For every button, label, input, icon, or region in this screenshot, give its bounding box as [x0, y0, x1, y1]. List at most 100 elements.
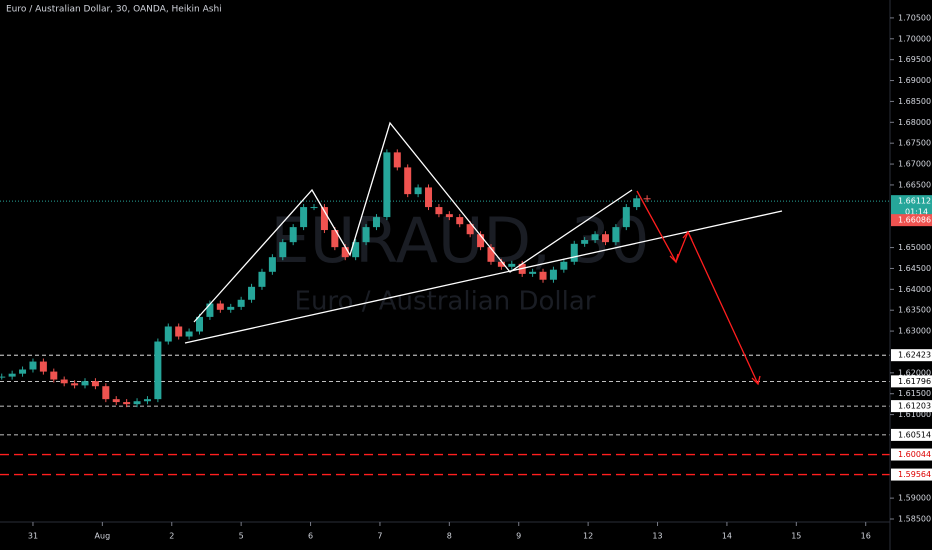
candles: [0, 149, 651, 408]
candle: [320, 207, 328, 231]
x-tick-label: 8: [447, 532, 452, 541]
candle: [279, 242, 287, 258]
candle: [196, 316, 204, 332]
candle: [310, 207, 318, 209]
candle: [477, 234, 485, 248]
price-level-box: [891, 349, 932, 362]
candle: [643, 198, 651, 200]
y-tick-label: 1.62000: [898, 368, 931, 377]
plot-area: [0, 200, 890, 476]
y-tick-label: 1.69500: [898, 55, 931, 64]
candle: [570, 243, 578, 262]
candle: [372, 217, 380, 228]
candle: [352, 242, 360, 258]
y-tick-label: 1.64500: [898, 264, 931, 273]
candle: [237, 299, 245, 307]
candle: [549, 269, 557, 280]
candle: [143, 399, 151, 402]
price-level-label: 1.61796: [898, 377, 931, 386]
candle: [425, 187, 433, 208]
x-tick-label: 15: [791, 532, 801, 541]
candle: [414, 187, 422, 195]
y-tick-label: 1.59000: [898, 494, 931, 503]
candle: [216, 303, 224, 310]
candle: [248, 286, 256, 300]
watermark-subtitle: Euro / Australian Dollar: [295, 287, 596, 317]
candle: [164, 326, 172, 342]
price-level-label: 1.62423: [898, 351, 931, 360]
y-tick-label: 1.70000: [898, 34, 931, 43]
x-tick-label: 14: [722, 532, 732, 541]
y-tick-label: 1.61000: [898, 410, 931, 419]
projection-arrows: [636, 190, 761, 386]
price-level-label: 1.59564: [898, 470, 931, 479]
x-tick-label: 9: [516, 532, 521, 541]
axes: 1.70500 1.70000 1.69500 1.69000 1.68500 1.680…: [28, 13, 932, 541]
candle: [383, 152, 391, 218]
y-tick-label: 1.64000: [898, 285, 931, 294]
candle: [123, 402, 131, 405]
candle: [102, 386, 110, 400]
candle: [154, 341, 162, 400]
x-tick-label: 2: [169, 532, 174, 541]
price-level-label: 1.60044: [898, 450, 931, 459]
second-price-box: [891, 214, 932, 227]
arrow-head: [669, 253, 679, 264]
candle: [466, 224, 474, 235]
candle: [539, 271, 547, 280]
price-level-label: 1.60514: [898, 430, 931, 439]
neckline: [184, 210, 783, 344]
price-level-box: [891, 468, 932, 481]
candle: [591, 234, 599, 241]
pattern-drawing: [184, 121, 783, 344]
candle: [560, 261, 568, 270]
candle: [29, 361, 37, 370]
y-tick-label: 1.61500: [898, 389, 931, 398]
candle: [362, 227, 370, 243]
arrow-head: [751, 375, 761, 386]
price-level-box: [891, 428, 932, 441]
chart-title: Euro / Australian Dollar, 30, OANDA, Hei…: [6, 5, 222, 15]
x-tick-label: 31: [28, 532, 38, 541]
candle: [175, 326, 183, 337]
x-tick-label: 7: [377, 532, 382, 541]
candle: [601, 234, 609, 243]
candle: [445, 214, 453, 218]
candle: [50, 371, 58, 380]
candle: [404, 167, 412, 195]
candle: [581, 240, 589, 244]
candle: [8, 373, 16, 377]
price-level-label: 1.61203: [898, 402, 931, 411]
candle: [81, 381, 89, 386]
candle: [227, 306, 235, 310]
candle: [633, 198, 641, 208]
candle: [456, 217, 464, 225]
x-tick-label: 5: [239, 532, 244, 541]
candle: [393, 152, 401, 168]
candle: [19, 369, 27, 374]
candle: [133, 401, 141, 405]
x-tick-label: 13: [652, 532, 662, 541]
candle: [300, 207, 308, 228]
y-tick-label: 1.68500: [898, 97, 931, 106]
candle: [185, 331, 193, 337]
x-tick-label: Aug: [95, 532, 111, 541]
candle: [289, 227, 297, 243]
candle: [622, 207, 630, 228]
x-tick-label: 6: [308, 532, 313, 541]
candle: [258, 271, 266, 287]
y-tick-label: 1.68000: [898, 118, 931, 127]
candle: [39, 361, 47, 372]
y-tick-label: 1.66500: [898, 180, 931, 189]
y-tick-label: 1.63000: [898, 327, 931, 336]
price-level-box: [891, 375, 932, 388]
y-tick-label: 1.67500: [898, 139, 931, 148]
projection-path: [636, 190, 759, 385]
last-price-label: 1.66112: [898, 197, 931, 206]
candle: [71, 383, 79, 386]
y-tick-label: 1.58500: [898, 514, 931, 523]
candle: [435, 207, 443, 215]
